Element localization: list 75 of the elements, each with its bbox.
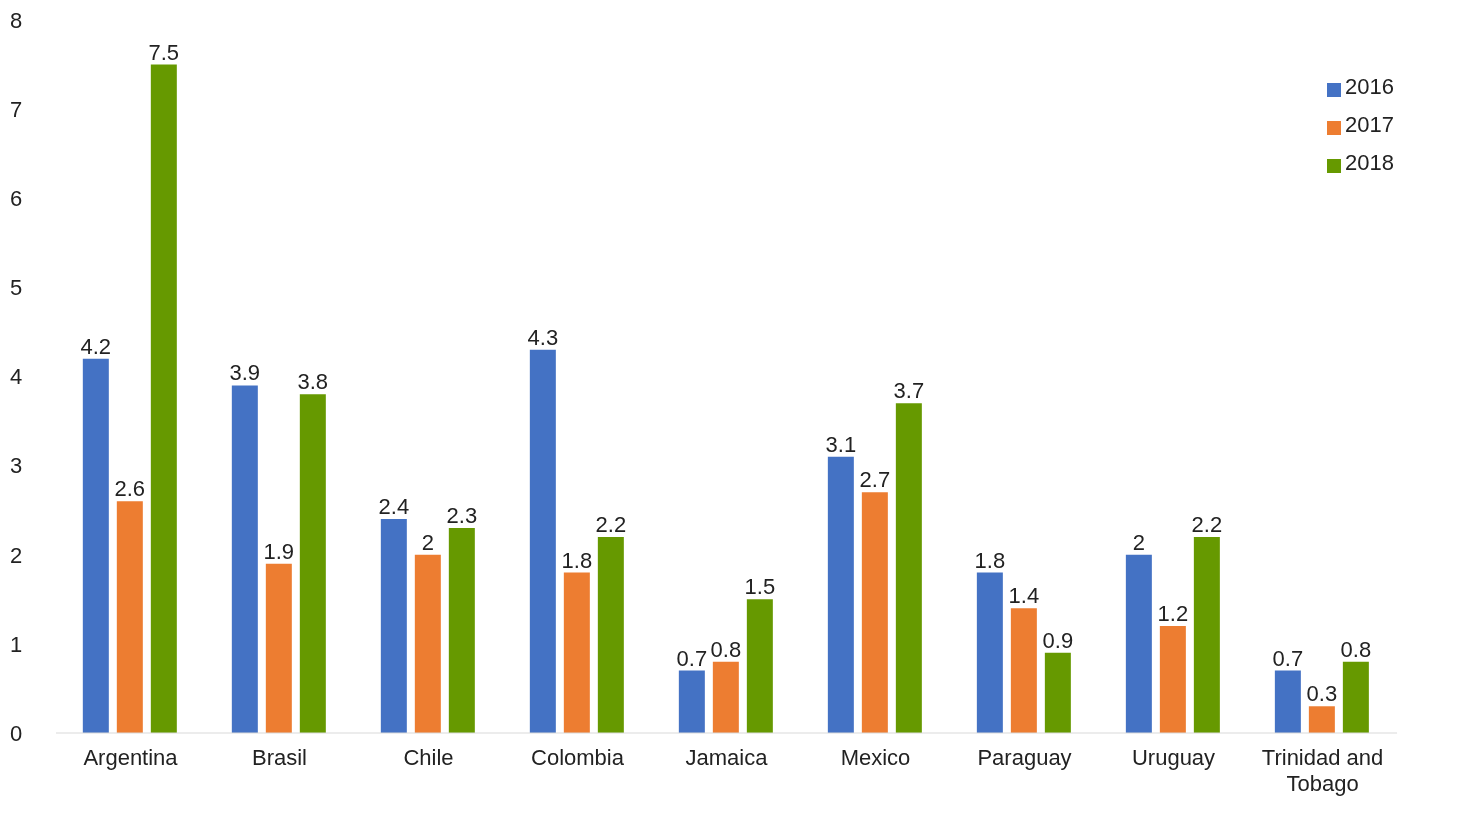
data-label: 1.4 xyxy=(1008,583,1040,609)
bar xyxy=(597,536,624,733)
bar xyxy=(895,403,922,733)
bar xyxy=(1010,608,1037,733)
bar xyxy=(712,661,739,733)
data-label: 3.1 xyxy=(825,431,857,457)
legend-label: 2017 xyxy=(1345,112,1394,137)
bar xyxy=(861,492,888,733)
data-label: 2.6 xyxy=(114,476,146,502)
x-tick-label: Argentina xyxy=(83,745,179,770)
data-label: 3.7 xyxy=(893,378,925,404)
bar xyxy=(380,519,407,733)
data-label: 1.9 xyxy=(263,538,295,564)
x-tick-label: Mexico xyxy=(840,745,911,770)
data-label: 2.3 xyxy=(446,503,478,529)
bar xyxy=(529,349,556,733)
bar xyxy=(1308,706,1335,733)
data-label: 0.7 xyxy=(676,645,708,671)
data-label: 0.9 xyxy=(1042,627,1074,653)
data-label: 4.2 xyxy=(80,333,112,359)
x-tick-label: Brasil xyxy=(252,745,308,770)
data-label: 2.2 xyxy=(595,511,627,537)
bar xyxy=(976,572,1003,733)
legend-label: 2016 xyxy=(1345,74,1394,99)
data-label: 2 xyxy=(1132,529,1145,555)
data-label: 1.8 xyxy=(561,547,593,573)
bar xyxy=(448,528,475,733)
bar xyxy=(563,572,590,733)
bar xyxy=(82,358,109,733)
x-tick-label: Chile xyxy=(403,745,454,770)
bar xyxy=(1342,661,1369,733)
data-label: 2.2 xyxy=(1191,511,1223,537)
bar xyxy=(116,501,143,733)
y-tick-label: 1 xyxy=(10,631,23,657)
data-label: 0.7 xyxy=(1272,645,1304,671)
y-tick-label: 8 xyxy=(10,7,23,33)
data-label: 1.5 xyxy=(744,574,776,600)
bar xyxy=(746,599,773,733)
bar xyxy=(231,385,258,733)
data-label: 0.8 xyxy=(1340,636,1372,662)
bar xyxy=(678,670,705,733)
y-tick-label: 4 xyxy=(10,364,23,390)
bar xyxy=(414,554,441,733)
y-tick-label: 6 xyxy=(10,186,23,212)
x-tick-label: Jamaica xyxy=(685,745,769,770)
y-tick-label: 0 xyxy=(10,720,23,746)
bar xyxy=(299,394,326,733)
data-label: 1.8 xyxy=(974,547,1006,573)
x-tick-label: Uruguay xyxy=(1131,745,1216,770)
bar xyxy=(1159,626,1186,733)
y-tick-label: 7 xyxy=(10,96,23,122)
bar xyxy=(150,64,177,733)
legend-label: 2018 xyxy=(1345,150,1394,175)
bar xyxy=(827,456,854,733)
data-label: 1.2 xyxy=(1157,601,1189,627)
data-label: 4.3 xyxy=(527,324,559,350)
bar xyxy=(1193,536,1220,733)
y-tick-label: 5 xyxy=(10,275,23,301)
data-label: 2.4 xyxy=(378,494,410,520)
y-tick-label: 2 xyxy=(10,542,23,568)
data-label: 0.8 xyxy=(710,636,742,662)
y-tick-label: 3 xyxy=(10,453,23,479)
data-label: 7.5 xyxy=(148,39,180,65)
data-label: 3.9 xyxy=(229,360,261,386)
data-label: 2 xyxy=(421,529,434,555)
data-label: 2.7 xyxy=(859,467,891,493)
data-label: 0.3 xyxy=(1306,681,1338,707)
data-label: 3.8 xyxy=(297,369,329,395)
bar xyxy=(1044,652,1071,733)
x-tick-label: Colombia xyxy=(531,745,625,770)
bar xyxy=(265,563,292,733)
bar xyxy=(1274,670,1301,733)
bar xyxy=(1125,554,1152,733)
x-tick-label: Paraguay xyxy=(977,745,1072,770)
x-tick-label: Trinidad and Tobago xyxy=(1261,745,1384,796)
